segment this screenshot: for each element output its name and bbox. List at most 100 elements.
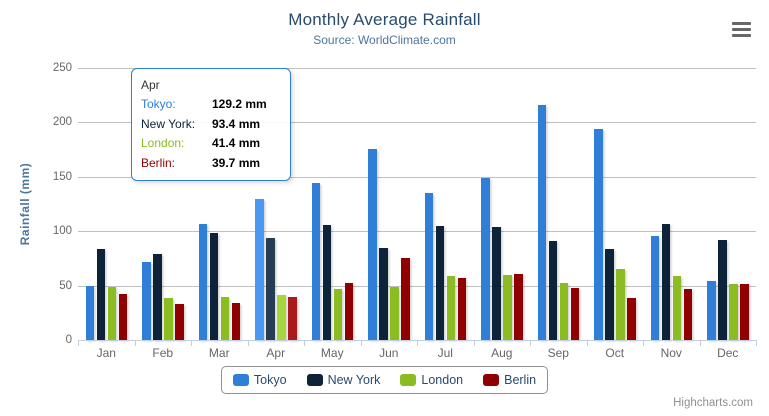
x-axis-tick: [699, 340, 701, 346]
bar-new-york-dec[interactable]: [718, 239, 727, 340]
legend-item-london[interactable]: London: [400, 373, 463, 387]
bar-tokyo-jan[interactable]: [85, 285, 94, 340]
legend-item-tokyo[interactable]: Tokyo: [232, 373, 287, 387]
tooltip-header: Apr: [141, 78, 160, 92]
bar-new-york-oct[interactable]: [605, 249, 614, 340]
bar-tokyo-sep[interactable]: [537, 104, 546, 340]
bar-new-york-jun[interactable]: [379, 248, 388, 340]
bar-tokyo-jul[interactable]: [424, 192, 433, 340]
bar-group-jan: [78, 68, 135, 340]
bar-berlin-sep[interactable]: [570, 288, 579, 340]
x-axis-tick: [360, 340, 362, 346]
bar-group-sep: [530, 68, 587, 340]
legend-swatch: [400, 374, 417, 386]
bar-tokyo-feb[interactable]: [142, 262, 151, 340]
bar-new-york-nov[interactable]: [661, 224, 670, 340]
x-axis-label-jan: Jan: [96, 346, 116, 360]
bar-new-york-may[interactable]: [322, 224, 331, 340]
bar-berlin-jan[interactable]: [118, 293, 127, 340]
bar-london-jun[interactable]: [390, 287, 399, 340]
y-axis-label: 50: [59, 279, 72, 292]
bar-london-dec[interactable]: [729, 284, 738, 340]
legend-item-new-york[interactable]: New York: [306, 373, 381, 387]
bar-group-nov: [643, 68, 700, 340]
x-axis-label-nov: Nov: [660, 346, 682, 360]
bar-tokyo-jun[interactable]: [368, 148, 377, 340]
bar-tokyo-mar[interactable]: [198, 224, 207, 340]
bar-new-york-feb[interactable]: [153, 254, 162, 340]
tooltip-series-label: London:: [141, 136, 185, 150]
legend-label: Tokyo: [253, 373, 287, 387]
bar-berlin-jun[interactable]: [401, 257, 410, 340]
tooltip-value: 129.2 mm: [212, 97, 267, 111]
x-axis-tick: [134, 340, 136, 346]
x-axis-label-jul: Jul: [437, 346, 453, 360]
tooltip-row: New York: 93.4 mm: [141, 115, 281, 135]
bar-london-jul[interactable]: [446, 275, 455, 340]
bar-new-york-jan[interactable]: [96, 249, 105, 340]
legend-label: New York: [327, 373, 381, 387]
bar-london-aug[interactable]: [503, 275, 512, 340]
tooltip-series-label: New York:: [141, 116, 196, 131]
bar-berlin-apr[interactable]: [288, 296, 297, 340]
tooltip-series-label: Berlin:: [141, 155, 176, 170]
export-menu-button[interactable]: [728, 19, 756, 43]
tooltip-series-label: Tokyo:: [141, 97, 176, 111]
x-axis-tick: [473, 340, 475, 346]
bar-london-may[interactable]: [333, 288, 342, 340]
legend-label: London: [421, 373, 464, 387]
x-axis-label-dec: Dec: [717, 346, 739, 360]
y-axis-label: 250: [52, 62, 72, 74]
bar-tokyo-may[interactable]: [311, 183, 320, 340]
tooltip: Apr Tokyo: 129.2 mm New York: 93.4 mm London…: [131, 68, 291, 181]
credits-link[interactable]: Highcharts.com: [673, 397, 753, 409]
bar-group-jul: [417, 68, 474, 340]
bar-new-york-apr[interactable]: [266, 238, 275, 340]
bar-berlin-mar[interactable]: [231, 302, 240, 340]
x-axis-label-feb: Feb: [152, 346, 174, 360]
bar-berlin-oct[interactable]: [627, 297, 636, 340]
bar-berlin-nov[interactable]: [683, 289, 692, 340]
bar-berlin-jul[interactable]: [457, 277, 466, 340]
legend-label: Berlin: [504, 373, 537, 387]
x-axis-label-aug: Aug: [491, 346, 513, 360]
bar-new-york-jul[interactable]: [435, 225, 444, 340]
bar-london-oct[interactable]: [616, 269, 625, 340]
tooltip-row: Berlin: 39.7 mm: [141, 154, 281, 174]
gridline: [78, 231, 756, 233]
bar-new-york-mar[interactable]: [209, 232, 218, 340]
x-axis-label-apr: Apr: [266, 346, 286, 360]
bar-tokyo-oct[interactable]: [594, 128, 603, 340]
bar-london-mar[interactable]: [220, 297, 229, 340]
bar-berlin-aug[interactable]: [514, 274, 523, 340]
gridline: [78, 68, 756, 69]
y-axis-label: 150: [52, 170, 72, 183]
bar-group-jun: [361, 68, 418, 340]
bar-group-feb: [135, 68, 192, 340]
legend-item-berlin[interactable]: Berlin: [483, 373, 536, 387]
bar-tokyo-apr[interactable]: [255, 199, 264, 340]
bar-london-sep[interactable]: [559, 283, 568, 340]
bar-tokyo-nov[interactable]: [650, 236, 659, 340]
bar-new-york-sep[interactable]: [548, 240, 557, 340]
tooltip-value: 41.4 mm: [212, 136, 261, 150]
x-axis-tick: [417, 340, 418, 346]
bar-berlin-feb[interactable]: [175, 303, 184, 340]
tooltip-row: London: 41.4 mm: [141, 134, 281, 154]
y-axis-label: 0: [65, 334, 72, 346]
bar-london-jan[interactable]: [107, 286, 116, 340]
bar-london-apr[interactable]: [277, 295, 286, 340]
bar-new-york-aug[interactable]: [492, 226, 501, 340]
bar-london-nov[interactable]: [672, 275, 681, 340]
x-axis-tick: [247, 340, 249, 346]
bar-berlin-may[interactable]: [344, 282, 353, 340]
bar-london-feb[interactable]: [164, 297, 173, 340]
bar-group-aug: [474, 68, 531, 340]
x-axis-tick: [78, 340, 79, 346]
bar-tokyo-aug[interactable]: [481, 178, 490, 340]
x-axis-label-jun: Jun: [379, 346, 399, 360]
bar-berlin-dec[interactable]: [740, 284, 749, 340]
x-axis-tick: [191, 340, 192, 346]
bar-tokyo-dec[interactable]: [707, 280, 716, 340]
